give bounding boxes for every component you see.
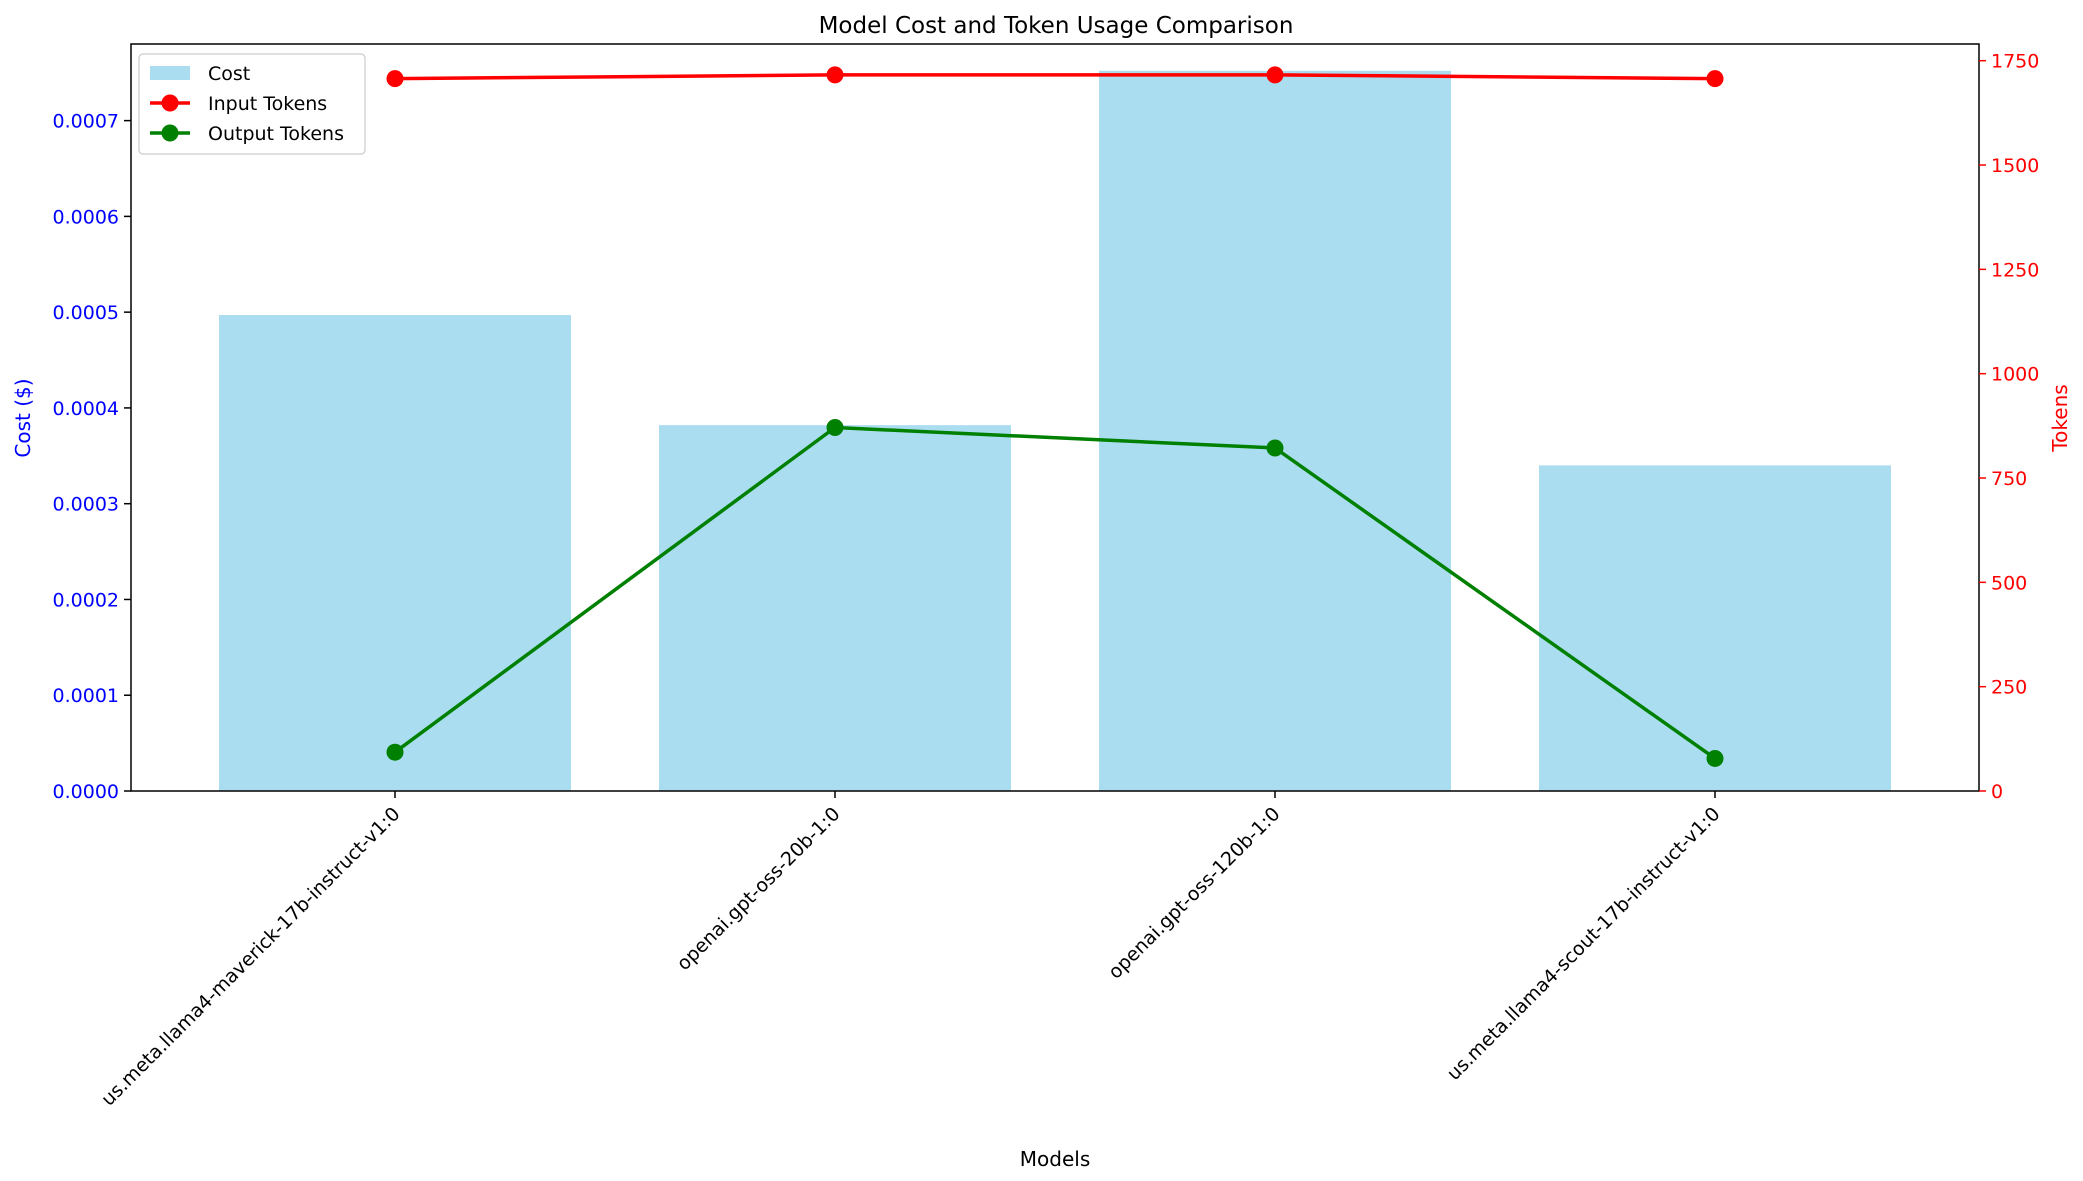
right-tick-label: 0 <box>1991 781 2003 803</box>
left-axis-label: Cost ($) <box>11 378 35 457</box>
x-axis-label: Models <box>1020 1147 1090 1171</box>
line-layer <box>386 66 1724 767</box>
point-output-tokens-us-meta-llama4-maverick-17b-instruct-v1-0 <box>386 743 404 761</box>
left-tick-label: 0.0004 <box>53 398 119 420</box>
left-tick-label: 0.0001 <box>53 685 119 707</box>
legend-box <box>138 53 366 155</box>
bar-cost-us-meta-llama4-maverick-17b-instruct-v1-0 <box>219 315 571 791</box>
right-axis-label: Tokens <box>2048 384 2072 452</box>
right-tick-label: 1250 <box>1991 259 2039 281</box>
plot-frame <box>130 43 1980 792</box>
legend: Cost Input Tokens Output Tokens <box>138 53 366 155</box>
legend-marker-output-tokens <box>161 124 179 142</box>
point-input-tokens-openai-gpt-oss-120b-1-0 <box>1266 66 1284 84</box>
left-tick-label: 0.0007 <box>53 111 119 133</box>
legend-swatch-cost <box>150 66 190 80</box>
point-input-tokens-us-meta-llama4-scout-17b-instruct-v1-0 <box>1706 70 1724 88</box>
point-output-tokens-openai-gpt-oss-20b-1-0 <box>826 419 844 437</box>
bar-cost-openai-gpt-oss-120b-1-0 <box>1099 70 1451 792</box>
bar-cost-us-meta-llama4-scout-17b-instruct-v1-0 <box>1539 465 1891 791</box>
right-axis: 0 250 500 750 1000 1250 1500 1750 <box>1979 51 2039 803</box>
right-tick-label: 250 <box>1991 677 2027 699</box>
left-tick-label: 0.0002 <box>53 589 119 611</box>
left-tick-label: 0.0003 <box>53 494 119 516</box>
point-output-tokens-us-meta-llama4-scout-17b-instruct-v1-0 <box>1706 749 1724 767</box>
point-input-tokens-openai-gpt-oss-20b-1-0 <box>826 66 844 84</box>
right-tick-label: 500 <box>1991 572 2027 594</box>
x-axis: us.meta.llama4-maverick-17b-instruct-v1:… <box>97 791 1725 1110</box>
chart-title: Model Cost and Token Usage Comparison <box>819 13 1294 39</box>
bar-layer <box>219 70 1891 792</box>
legend-marker-input-tokens <box>161 94 179 112</box>
left-tick-label: 0.0000 <box>53 781 119 803</box>
left-tick-label: 0.0005 <box>53 302 119 324</box>
x-tick-label: us.meta.llama4-maverick-17b-instruct-v1:… <box>97 803 404 1110</box>
legend-label-cost: Cost <box>208 63 250 85</box>
legend-label-input-tokens: Input Tokens <box>208 93 327 115</box>
right-tick-label: 1500 <box>1991 155 2039 177</box>
point-output-tokens-openai-gpt-oss-120b-1-0 <box>1266 439 1284 457</box>
legend-label-output-tokens: Output Tokens <box>208 123 344 145</box>
bar-cost-openai-gpt-oss-20b-1-0 <box>659 425 1011 791</box>
right-tick-label: 750 <box>1991 468 2027 490</box>
left-axis: 0.0000 0.0001 0.0002 0.0003 0.0004 0.0005 0.00… <box>53 111 131 803</box>
line-output-tokens <box>393 425 1717 760</box>
x-tick-label: openai.gpt-oss-20b-1:0 <box>673 803 845 975</box>
left-tick-label: 0.0006 <box>53 206 119 228</box>
x-tick-label: us.meta.llama4-scout-17b-instruct-v1:0 <box>1443 803 1725 1085</box>
x-tick-label: openai.gpt-oss-120b-1:0 <box>1104 803 1284 983</box>
point-input-tokens-us-meta-llama4-maverick-17b-instruct-v1-0 <box>386 70 404 88</box>
line-input-tokens <box>394 73 1716 81</box>
right-tick-label: 1000 <box>1991 364 2039 386</box>
right-tick-label: 1750 <box>1991 51 2039 73</box>
